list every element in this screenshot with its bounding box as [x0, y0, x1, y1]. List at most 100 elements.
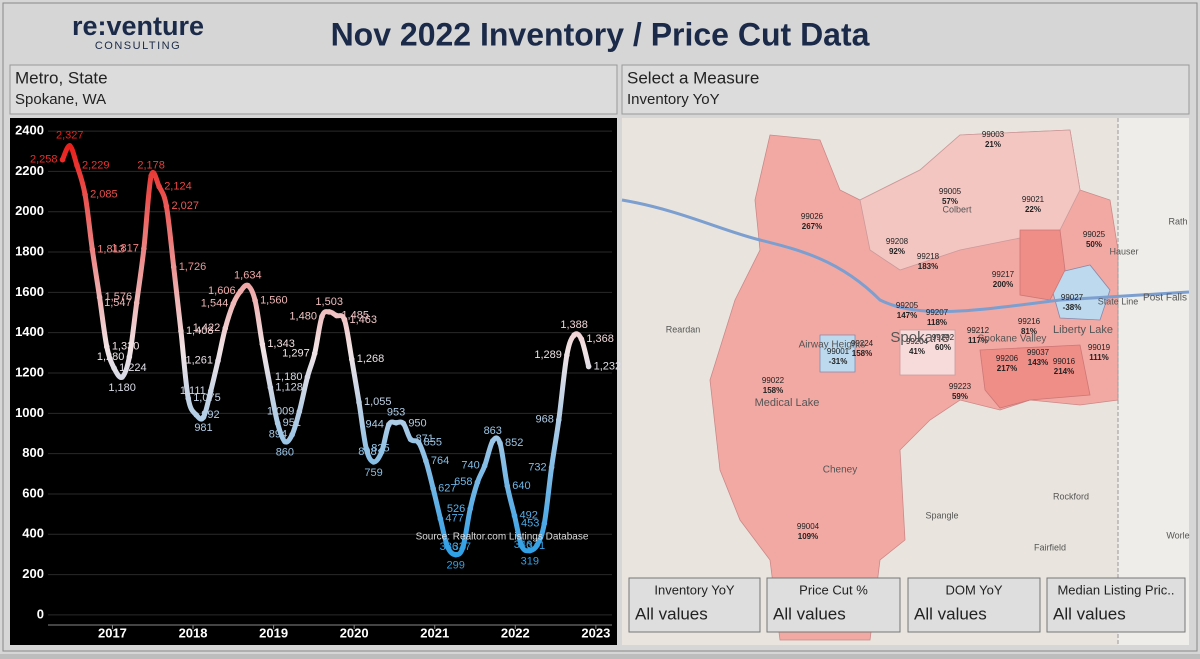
- zip-label[interactable]: 99003: [982, 130, 1005, 139]
- data-label: 1,544: [201, 298, 229, 310]
- point: [444, 544, 451, 550]
- zip-label[interactable]: 99206: [996, 354, 1019, 363]
- data-label: 1,180: [108, 382, 136, 394]
- point: [207, 388, 214, 394]
- zip-label[interactable]: 99016: [1053, 357, 1076, 366]
- point: [348, 356, 355, 363]
- data-label: 1,128: [275, 381, 303, 393]
- zip-value: 217%: [997, 364, 1017, 373]
- zip-label[interactable]: 99021: [1022, 195, 1045, 204]
- zip-label[interactable]: 99004: [797, 522, 820, 531]
- y-tick-label: 1200: [15, 364, 44, 379]
- zip-label[interactable]: 99022: [762, 376, 785, 385]
- data-label: 477: [445, 513, 463, 525]
- data-label: 1,726: [179, 261, 207, 273]
- point: [489, 438, 496, 444]
- point: [296, 408, 303, 415]
- chart-area: [10, 118, 617, 645]
- measure-panel[interactable]: [621, 64, 1190, 115]
- data-label: 1,480: [289, 310, 317, 322]
- metro-panel[interactable]: [9, 64, 618, 115]
- zip-value: 214%: [1054, 367, 1074, 376]
- data-label: 1,297: [282, 347, 310, 359]
- point: [230, 300, 237, 307]
- zip-value: 60%: [935, 343, 951, 352]
- x-tick-label: 2021: [420, 625, 449, 640]
- point: [326, 309, 332, 315]
- point: [252, 297, 258, 304]
- zip-value: 118%: [927, 318, 947, 327]
- x-tick-label: 2023: [581, 625, 610, 640]
- point: [548, 464, 555, 471]
- data-label: 1,330: [112, 341, 140, 353]
- point: [415, 439, 422, 446]
- zip-label[interactable]: 99223: [949, 382, 972, 391]
- zip-value: 117%: [968, 336, 988, 345]
- data-label: 1,485: [341, 309, 369, 321]
- region-area: [1047, 264, 1111, 321]
- metro-label: Metro, State: [15, 68, 108, 87]
- data-label: 808: [358, 446, 376, 458]
- data-label: 1,817: [111, 243, 139, 255]
- point: [407, 436, 414, 443]
- y-tick-label: 200: [22, 566, 44, 581]
- point: [393, 419, 399, 426]
- place-label: Fairfield: [1034, 542, 1066, 552]
- filter-box[interactable]: [766, 577, 901, 633]
- point: [133, 300, 140, 306]
- point: [282, 438, 288, 445]
- zip-label[interactable]: 99037: [1027, 348, 1050, 357]
- data-label: 860: [276, 446, 294, 458]
- data-label: 1,503: [315, 296, 343, 308]
- point: [452, 551, 459, 558]
- data-label: 2,124: [164, 181, 192, 193]
- zip-label[interactable]: 99027: [1061, 293, 1084, 302]
- zip-label[interactable]: 99204: [906, 337, 929, 346]
- point: [400, 420, 407, 427]
- zip-label[interactable]: 99001: [827, 347, 850, 356]
- zip-label[interactable]: 99218: [917, 252, 940, 261]
- zip-label[interactable]: 99019: [1088, 343, 1111, 352]
- point: [356, 399, 362, 406]
- zip-label[interactable]: 99212: [967, 326, 990, 335]
- measure-value: Inventory YoY: [627, 91, 720, 108]
- zip-label[interactable]: 99205: [896, 301, 919, 310]
- point: [363, 445, 370, 452]
- zip-label[interactable]: 99224: [851, 339, 874, 348]
- zip-label[interactable]: 99025: [1083, 230, 1106, 239]
- data-label: 855: [424, 436, 442, 448]
- zip-label[interactable]: 99207: [926, 308, 949, 317]
- place-label: Worle: [1166, 530, 1189, 540]
- point: [333, 312, 340, 319]
- point: [578, 336, 585, 342]
- filter-box[interactable]: [1046, 577, 1186, 633]
- zip-value: 92%: [889, 247, 905, 256]
- point: [378, 449, 385, 455]
- data-label: 1,261: [185, 355, 213, 367]
- data-label: 1,280: [97, 351, 125, 363]
- filter-box[interactable]: [628, 577, 761, 633]
- point: [185, 395, 191, 402]
- zip-value: 147%: [897, 311, 917, 320]
- place-label: Colbert: [942, 204, 972, 214]
- data-label: 1,075: [193, 392, 221, 404]
- y-tick-label: 1400: [15, 324, 44, 339]
- zip-label[interactable]: 99202: [932, 333, 955, 342]
- zip-label[interactable]: 99216: [1018, 317, 1041, 326]
- data-label: 968: [535, 414, 553, 426]
- zip-value: 81%: [1021, 327, 1037, 336]
- data-label: 863: [484, 425, 502, 437]
- point: [259, 341, 266, 347]
- place-label: Rockford: [1053, 491, 1089, 501]
- filter-box[interactable]: [907, 577, 1041, 633]
- point: [430, 485, 436, 492]
- point: [497, 440, 503, 446]
- data-label: 732: [528, 461, 546, 473]
- data-label: 1,463: [350, 314, 378, 326]
- point: [319, 313, 325, 320]
- zip-label[interactable]: 99005: [939, 187, 962, 196]
- data-label: 1,289: [534, 349, 562, 361]
- zip-label[interactable]: 99217: [992, 270, 1015, 279]
- zip-label[interactable]: 99026: [801, 212, 824, 221]
- zip-label[interactable]: 99208: [886, 237, 909, 246]
